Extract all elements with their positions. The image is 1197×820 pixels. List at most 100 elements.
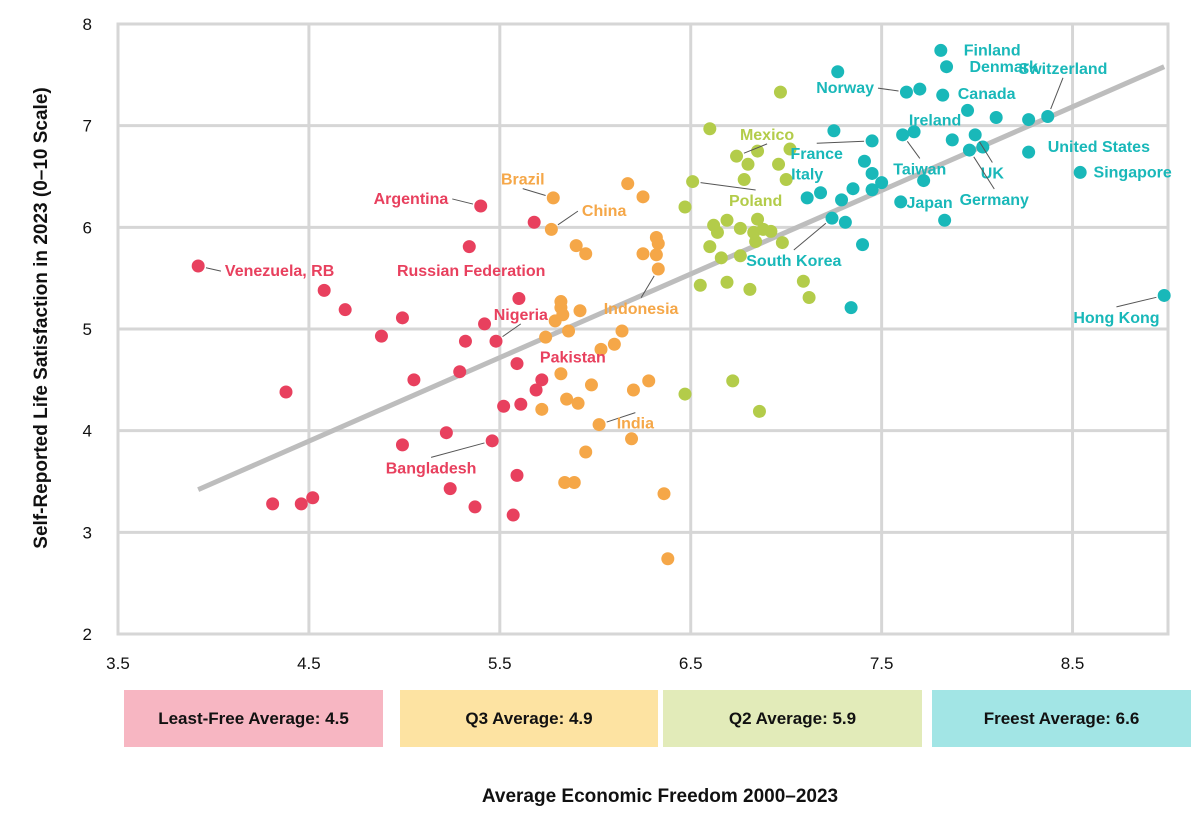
y-tick-label: 2 [83,625,92,644]
data-point-q2 [703,122,717,136]
x-tick-label: 4.5 [297,654,321,673]
annotation-leader [640,275,655,299]
data-point-freest [800,191,814,205]
data-point-freest [1022,113,1036,127]
data-point-least-free [294,497,308,511]
annotation-leader [816,140,865,144]
y-tick-label: 7 [83,117,92,136]
data-point-q3 [651,237,665,251]
data-point-q2 [752,404,766,418]
data-point-q2 [751,144,765,158]
data-point-q3 [661,552,675,566]
data-point-freest [875,176,889,190]
annotation-label: Germany [960,192,1029,209]
data-point-q2 [730,149,744,163]
annotation-label: Hong Kong [1073,310,1159,327]
data-point-q2 [796,274,810,288]
data-point-freest [945,133,959,147]
annotation-label: Japan [906,195,952,212]
data-point-q3 [544,222,558,236]
data-point-least-free [468,500,482,514]
data-point-q3 [621,177,635,191]
y-axis-label: Self-Reported Life Satisfaction in 2023 … [31,87,52,548]
data-point-freest [838,215,852,229]
quartile-box-least-free: Least-Free Average: 4.5 [124,690,383,747]
data-point-freest [968,128,982,142]
data-point-q3 [554,367,568,381]
annotation-label: Russian Federation [397,263,545,280]
data-point-q2 [775,236,789,250]
y-tick-label: 8 [83,15,92,34]
data-point-q3 [560,392,574,406]
data-point-least-free [514,397,528,411]
annotation-label: China [582,203,627,220]
data-point-q2 [802,290,816,304]
y-tick-label: 5 [83,320,92,339]
annotation-label: Indonesia [604,301,679,318]
data-point-q3 [651,262,665,276]
data-point-least-free [395,438,409,452]
annotation-label: Denmark [969,59,1038,76]
data-point-q3 [626,383,640,397]
annotation-leader [430,442,485,458]
data-point-q2 [733,221,747,235]
annotation-leader [1116,296,1157,308]
data-point-freest [865,183,879,197]
x-tick-label: 7.5 [870,654,894,673]
data-point-q2 [693,278,707,292]
y-tick-label: 4 [83,422,92,441]
data-point-freest [989,111,1003,125]
data-point-q2 [741,157,755,171]
data-point-q2 [714,251,728,265]
data-point-least-free [407,373,421,387]
grid-lines [116,22,1170,636]
annotation-leader [606,412,636,423]
x-tick-label: 6.5 [679,654,703,673]
data-point-q2 [686,175,700,189]
data-point-q2 [779,173,793,187]
annotation-label: Finland [964,43,1021,60]
data-point-freest [835,193,849,207]
annotation-label: Brazil [501,172,545,189]
data-point-least-free [506,508,520,522]
x-tick-label: 3.5 [106,654,130,673]
data-point-q3 [579,445,593,459]
annotation-label: UK [981,166,1005,183]
x-tick-label: 5.5 [488,654,512,673]
annotation-leader [452,198,474,205]
data-point-least-free [439,426,453,440]
annotation-label: Argentina [374,191,449,208]
data-point-q3 [636,190,650,204]
data-point-freest [857,154,871,168]
data-point-q3 [562,324,576,338]
data-point-freest [961,103,975,117]
quartile-box-q2: Q2 Average: 5.9 [663,690,922,747]
data-point-least-free [306,491,320,505]
annotation-leader [793,222,827,251]
trendline [197,64,1166,492]
data-point-freest [1073,165,1087,179]
data-point-least-free [535,373,549,387]
data-point-q3 [573,304,587,318]
x-tick-label: 8.5 [1061,654,1085,673]
data-point-q3 [625,432,639,446]
data-point-least-free [443,482,457,496]
data-point-q3 [567,476,581,490]
data-point-freest [899,85,913,99]
data-points [191,43,1171,566]
quartile-box-q3: Q3 Average: 4.9 [400,690,658,747]
data-point-q2 [783,142,797,156]
annotation-leader [522,188,546,197]
annotation-label: France [790,146,843,163]
data-point-q3 [571,396,585,410]
annotation-leader [973,156,995,190]
data-point-q3 [636,247,650,261]
annotation-leader [700,182,756,191]
y-tick-label: 3 [83,523,92,542]
data-point-q3 [592,418,606,432]
data-point-freest [865,134,879,148]
data-point-freest [827,124,841,138]
data-point-q2 [743,282,757,296]
data-point-freest [814,186,828,200]
data-point-least-free [317,283,331,297]
